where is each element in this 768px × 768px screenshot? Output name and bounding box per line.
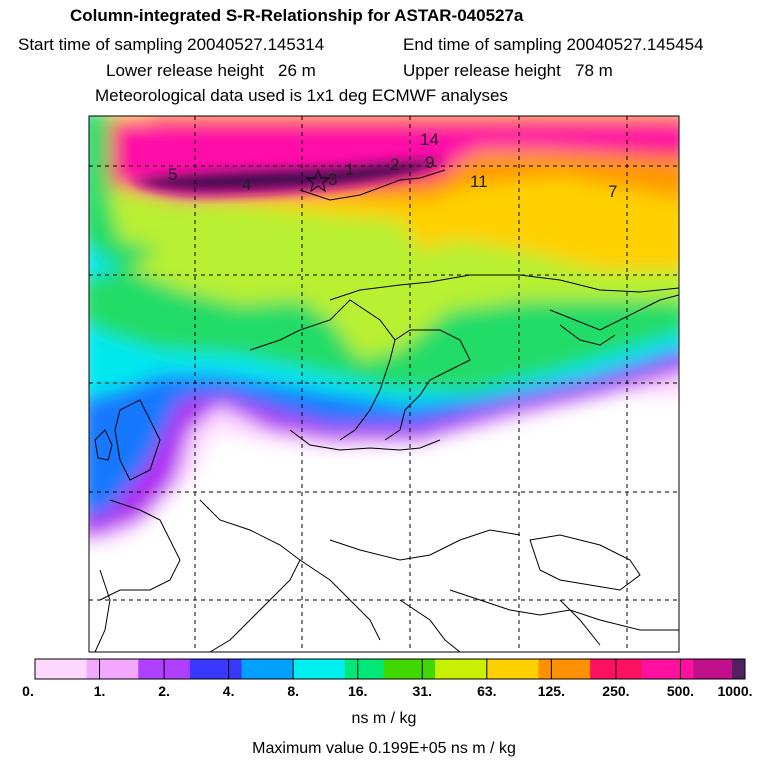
colorbar-swatch xyxy=(293,659,307,679)
colorbar-swatch xyxy=(628,659,643,679)
site-label-7: 7 xyxy=(608,182,617,201)
colorbar-swatch xyxy=(448,659,462,679)
start-time-label: Start time of sampling 20040527.145314 xyxy=(18,35,325,54)
colorbar-swatch xyxy=(47,659,62,679)
release-site-icon xyxy=(305,168,331,193)
colorbar-swatch xyxy=(112,659,126,679)
colorbar-swatch xyxy=(267,659,281,679)
colorbar-swatch xyxy=(525,659,539,679)
colorbar-swatch xyxy=(319,659,333,679)
colorbar-tick-label: 63. xyxy=(477,683,497,699)
colorbar-swatch xyxy=(331,659,346,679)
colorbar-swatch xyxy=(370,659,385,679)
colorbar-tick-label: 31. xyxy=(412,683,432,699)
site-label-3: 3 xyxy=(328,170,337,189)
colorbar-tick-label: 8. xyxy=(287,683,300,699)
colorbar-swatch xyxy=(641,659,656,679)
colorbar-swatch xyxy=(215,659,230,679)
colorbar-swatch xyxy=(280,659,294,679)
colorbar-tick-label: 125. xyxy=(537,683,565,699)
colorbar-swatch xyxy=(719,659,733,679)
colorbar-outline xyxy=(34,658,746,680)
colorbar-swatch xyxy=(396,659,410,679)
colorbar xyxy=(34,658,746,680)
colorbar-tick-label: 2. xyxy=(158,683,170,699)
colorbar-tick-label: 1000. xyxy=(717,683,753,699)
colorbar-tick-label: 1. xyxy=(93,683,106,699)
site-label-11: 11 xyxy=(470,172,488,191)
colorbar-swatch xyxy=(603,659,617,679)
site-label-2: 2 xyxy=(390,155,399,174)
plot-title: Column-integrated S-R-Relationship for A… xyxy=(70,6,524,25)
colorbar-swatch xyxy=(344,659,359,679)
colorbar-swatch xyxy=(138,659,152,679)
colorbar-swatch xyxy=(564,659,578,679)
colorbar-swatch xyxy=(99,659,113,679)
site-label-4: 4 xyxy=(242,175,251,194)
colorbar-swatch xyxy=(654,659,669,679)
colorbar-swatch xyxy=(202,659,217,679)
colorbar-swatch xyxy=(732,659,746,679)
colorbar-swatch xyxy=(538,659,552,679)
colorbar-swatch xyxy=(228,659,243,679)
colorbar-tick-label: 16. xyxy=(347,683,368,699)
colorbar-swatch xyxy=(125,659,139,679)
colorbar-swatch xyxy=(512,659,527,679)
colorbar-swatch xyxy=(615,659,630,679)
colorbar-swatch xyxy=(177,659,191,679)
colorbar-swatch xyxy=(693,659,707,679)
site-label-1: 1 xyxy=(345,160,354,179)
colorbar-swatch xyxy=(383,659,397,679)
colorbar-swatch xyxy=(551,659,565,679)
colorbar-swatch xyxy=(473,659,488,679)
colorbar-swatch xyxy=(306,659,320,679)
colorbar-tick-label: 500. xyxy=(666,683,695,699)
colorbar-swatch xyxy=(409,659,423,679)
colorbar-swatch xyxy=(706,659,720,679)
colorbar-swatch xyxy=(189,659,204,679)
colorbar-swatch xyxy=(357,659,372,679)
colorbar-swatch xyxy=(73,659,88,679)
colorbar-tick-label: 0. xyxy=(22,683,34,699)
met-data-label: Meteorological data used is 1x1 deg ECMW… xyxy=(95,86,508,105)
colorbar-swatch xyxy=(422,659,436,679)
field-layer: 14 5 4 3 1 2 9 11 7 xyxy=(89,116,679,652)
colorbar-swatch xyxy=(667,659,681,679)
colorbar-tick-label: 4. xyxy=(222,683,235,699)
site-labels: 14 5 4 3 1 2 9 11 7 xyxy=(168,130,617,201)
colorbar-swatch xyxy=(680,659,694,679)
lower-release-label: Lower release height 26 m xyxy=(106,61,316,80)
colorbar-swatch xyxy=(86,659,101,679)
end-time-label: End time of sampling 20040527.145454 xyxy=(403,35,704,54)
map-frame xyxy=(88,115,680,653)
upper-release-label: Upper release height 78 m xyxy=(403,61,613,80)
site-label-9: 9 xyxy=(425,153,434,172)
colorbar-swatch xyxy=(499,659,514,679)
colorbar-swatch xyxy=(461,659,475,679)
site-label-5: 5 xyxy=(168,165,177,184)
colorbar-swatch xyxy=(590,659,604,679)
colorbar-swatch xyxy=(486,659,501,679)
lat-lon-grid xyxy=(89,116,679,652)
colorbar-units: ns m / kg xyxy=(351,710,417,727)
colorbar-swatch xyxy=(35,659,49,679)
colorbar-swatch xyxy=(577,659,591,679)
colorbar-swatch xyxy=(435,659,449,679)
colorbar-swatch xyxy=(151,659,165,679)
coastlines xyxy=(94,169,679,652)
colorbar-swatch xyxy=(60,659,75,679)
maximum-value-label: Maximum value 0.199E+05 ns m / kg xyxy=(252,740,516,757)
site-label-14: 14 xyxy=(420,130,439,149)
colorbar-tick-label: 250. xyxy=(602,683,630,699)
colorbar-swatch xyxy=(254,659,268,679)
colorbar-swatch xyxy=(164,659,178,679)
colorbar-swatch xyxy=(241,659,255,679)
